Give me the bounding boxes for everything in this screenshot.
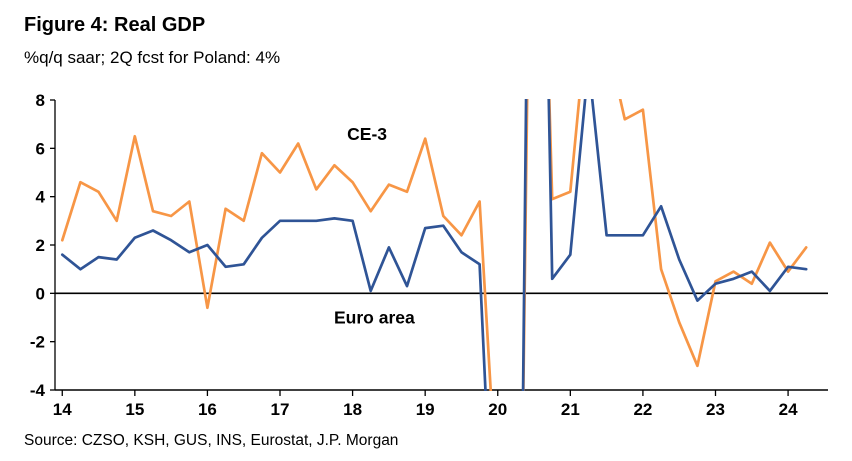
source-note: Source: CZSO, KSH, GUS, INS, Eurostat, J… — [24, 432, 399, 449]
x-axis-tick-label: 17 — [271, 400, 290, 419]
figure-subtitle: %q/q saar; 2Q fcst for Poland: 4% — [24, 48, 281, 67]
x-axis-tick-label: 24 — [779, 400, 798, 419]
series-group — [60, 99, 808, 391]
series-label-euro-area: Euro area — [334, 308, 415, 328]
series-label-ce-3: CE-3 — [347, 124, 387, 144]
y-axis-tick-label: 0 — [36, 284, 45, 303]
x-axis-tick-label: 16 — [198, 400, 217, 419]
y-axis-tick-label: -2 — [30, 333, 45, 352]
y-axis-tick-label: 2 — [36, 236, 45, 255]
figure-title: Figure 4: Real GDP — [24, 14, 206, 36]
x-axis-tick-label: 14 — [53, 400, 72, 419]
y-axis-tick-label: 4 — [36, 188, 46, 207]
x-axis-tick-label: 21 — [561, 400, 580, 419]
y-axis-tick-label: 8 — [36, 91, 45, 110]
x-axis-tick-label: 20 — [488, 400, 507, 419]
x-axis-tick-label: 18 — [343, 400, 362, 419]
x-axis-tick-label: 22 — [633, 400, 652, 419]
y-axis-tick-label: 6 — [36, 139, 45, 158]
y-axis-tick-label: -4 — [30, 381, 46, 400]
x-axis-tick-label: 19 — [416, 400, 435, 419]
x-axis-tick-label: 15 — [125, 400, 144, 419]
series-line-ce-3 — [60, 99, 808, 391]
x-axis-tick-label: 23 — [706, 400, 725, 419]
series-line-euro-area — [60, 99, 808, 391]
